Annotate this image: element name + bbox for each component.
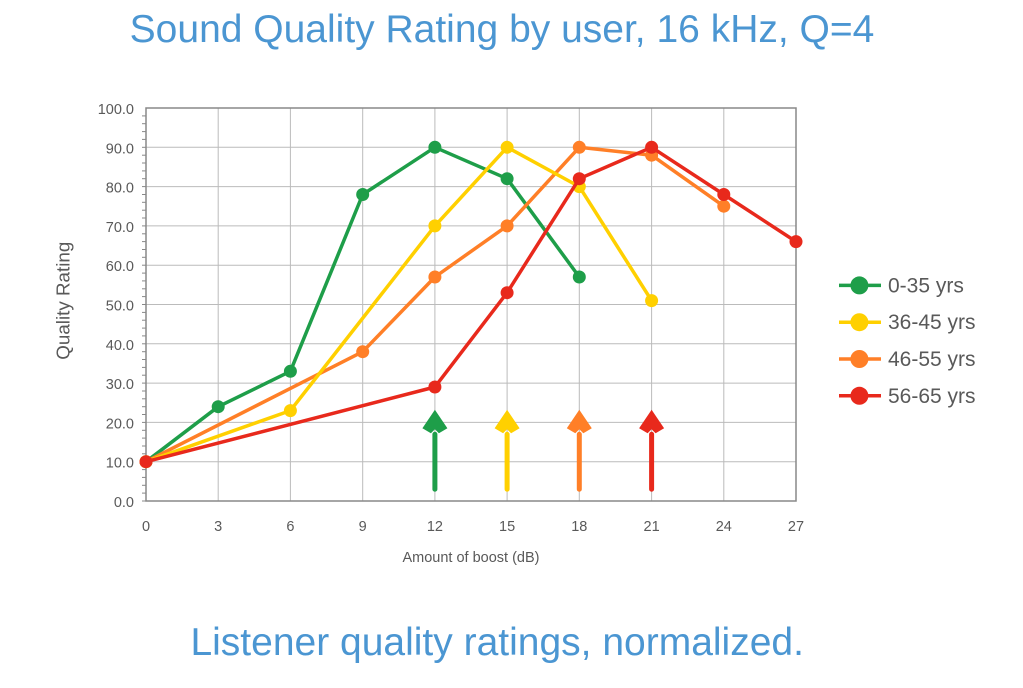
svg-text:0: 0	[142, 519, 150, 535]
svg-text:21: 21	[644, 519, 660, 535]
svg-text:10.0: 10.0	[106, 456, 134, 472]
svg-text:15: 15	[499, 519, 515, 535]
svg-text:36-45 yrs: 36-45 yrs	[888, 311, 976, 334]
svg-text:6: 6	[286, 519, 294, 535]
svg-text:100.0: 100.0	[98, 102, 134, 118]
svg-text:27: 27	[788, 519, 804, 535]
svg-text:Quality Rating: Quality Rating	[52, 242, 73, 360]
svg-text:0-35 yrs: 0-35 yrs	[888, 274, 964, 297]
svg-text:46-55 yrs: 46-55 yrs	[888, 348, 976, 371]
svg-text:80.0: 80.0	[106, 181, 134, 197]
svg-text:3: 3	[214, 519, 222, 535]
svg-text:9: 9	[359, 519, 367, 535]
svg-text:24: 24	[716, 519, 732, 535]
svg-text:30.0: 30.0	[106, 377, 134, 393]
svg-text:20.0: 20.0	[106, 416, 134, 432]
svg-text:18: 18	[571, 519, 587, 535]
svg-text:0.0: 0.0	[114, 495, 134, 511]
svg-text:12: 12	[427, 519, 443, 535]
svg-text:50.0: 50.0	[106, 299, 134, 315]
svg-text:90.0: 90.0	[106, 141, 134, 157]
svg-text:70.0: 70.0	[106, 220, 134, 236]
svg-text:Amount of boost (dB): Amount of boost (dB)	[402, 550, 539, 566]
svg-text:60.0: 60.0	[106, 259, 134, 275]
svg-text:56-65 yrs: 56-65 yrs	[888, 385, 976, 408]
svg-text:40.0: 40.0	[106, 338, 134, 354]
